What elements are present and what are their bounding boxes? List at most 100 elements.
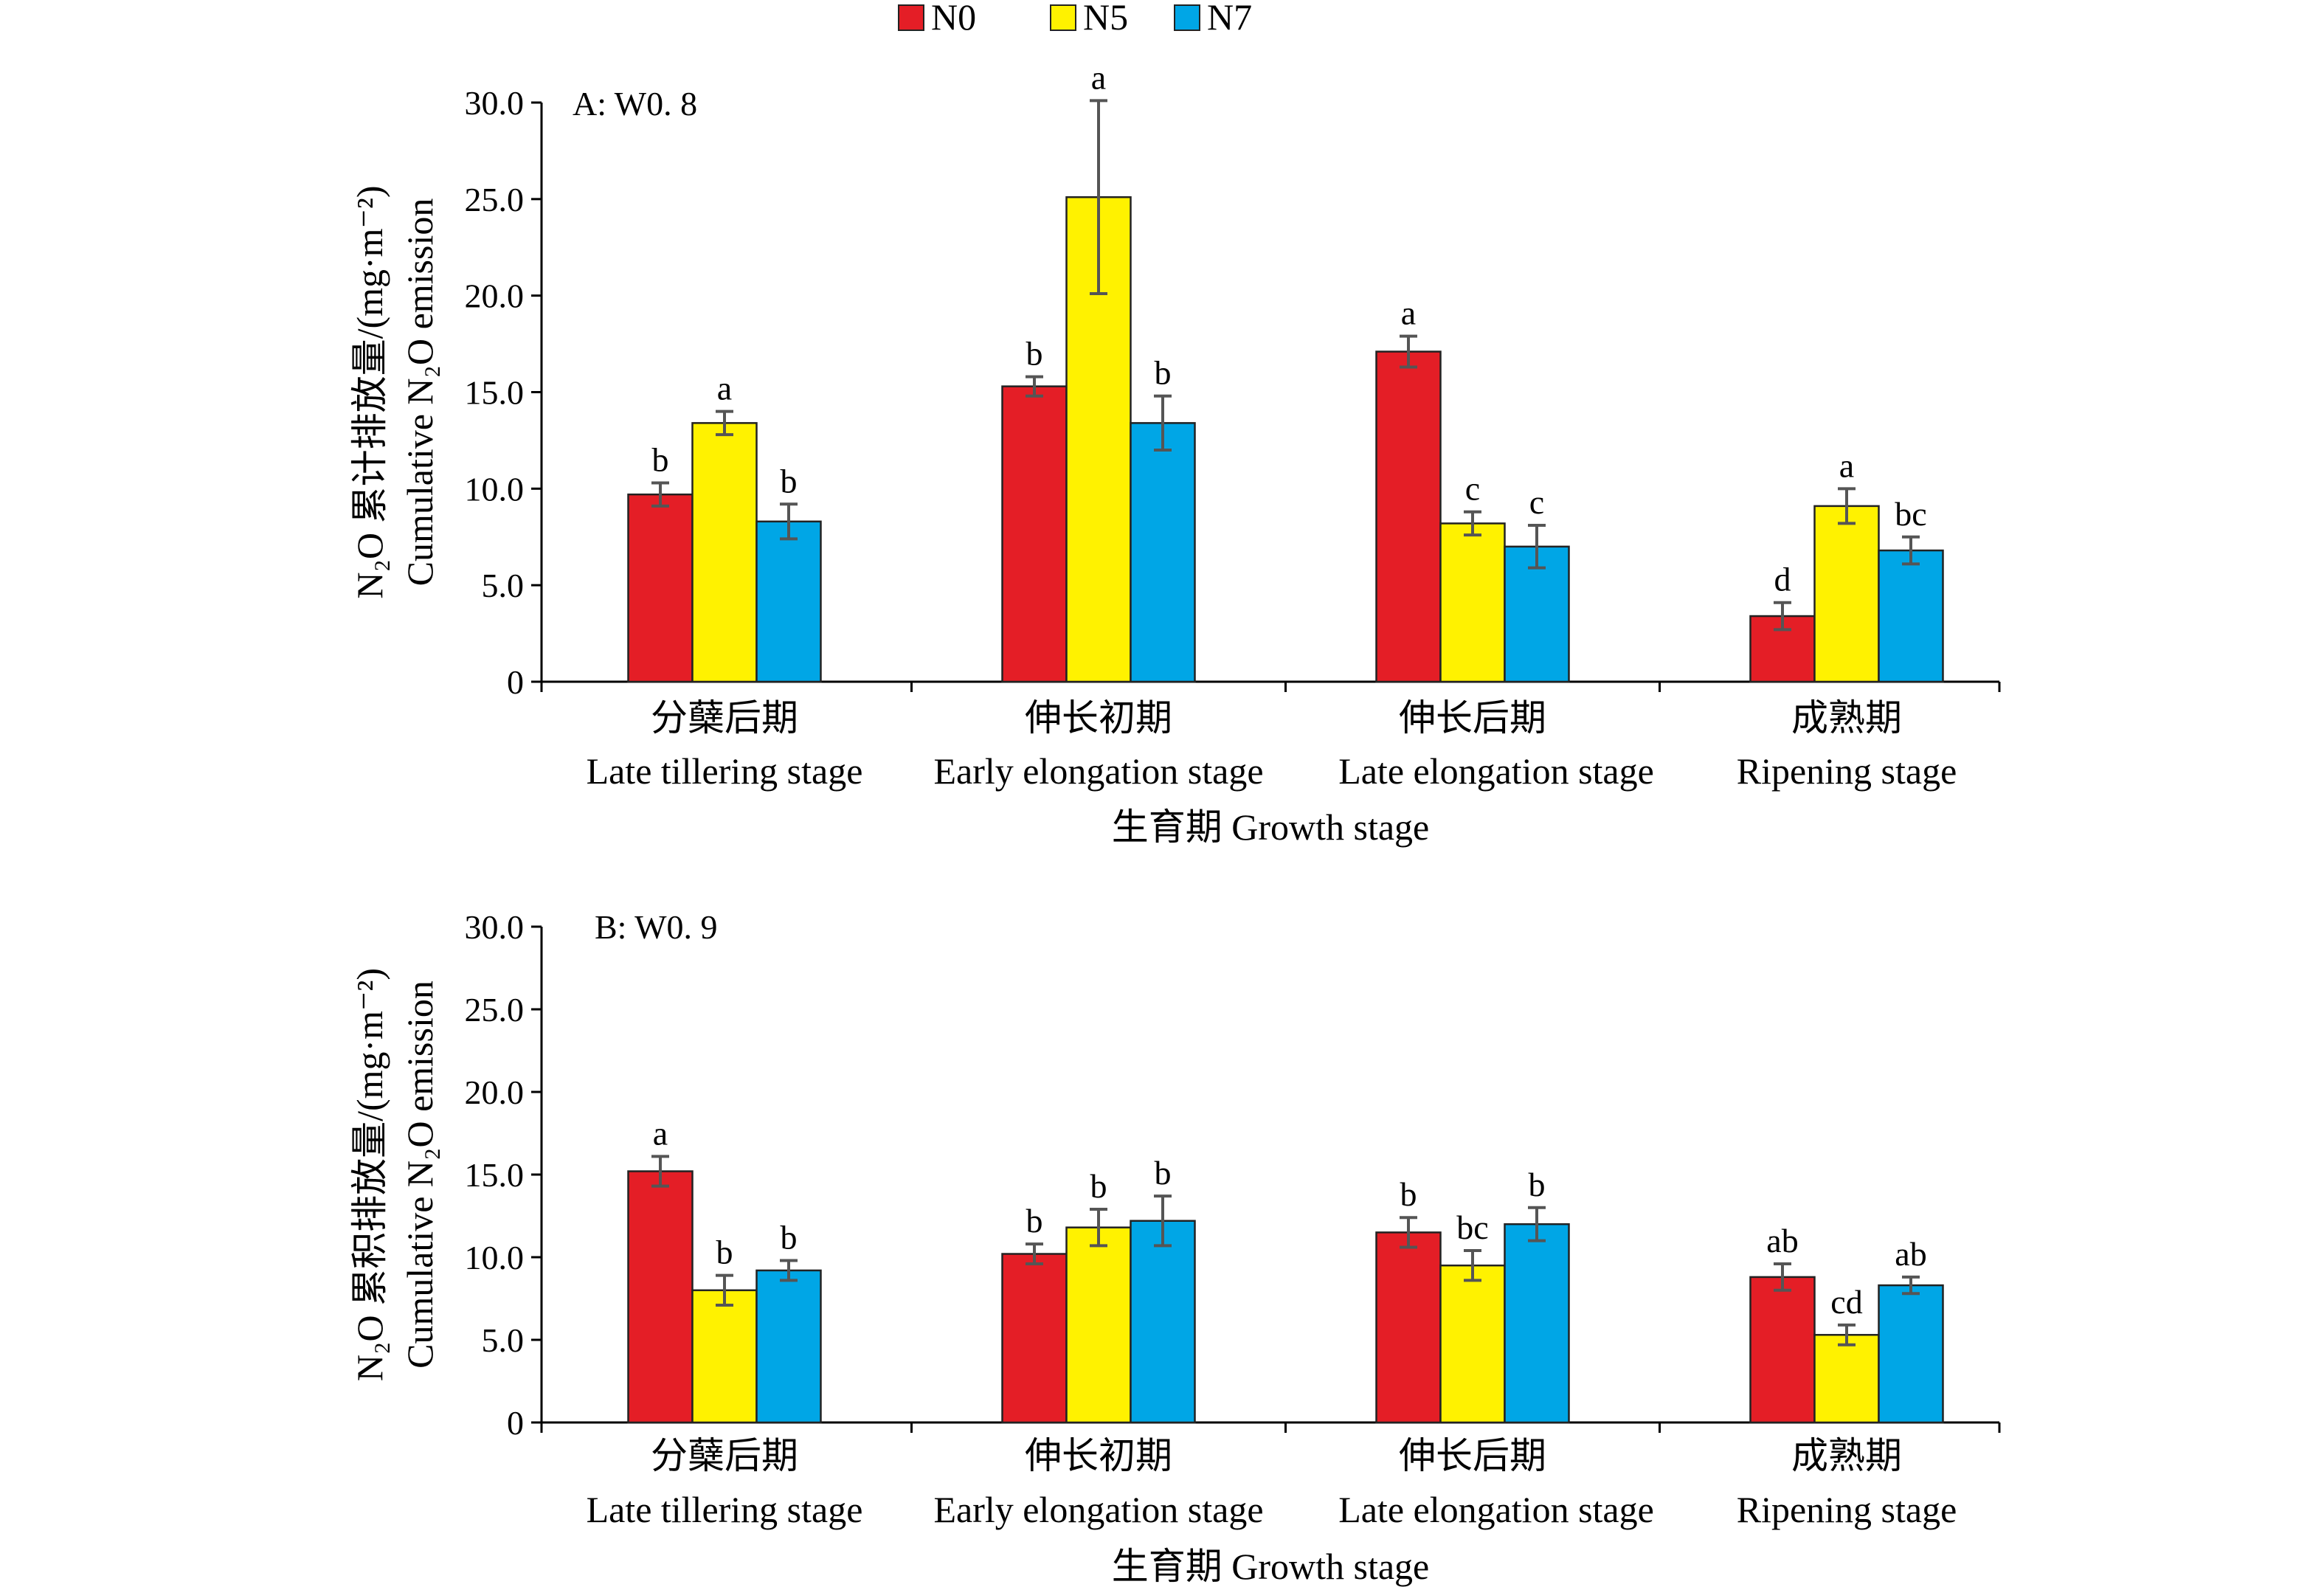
legend-label-n5: N5	[1083, 0, 1128, 38]
panel-label: B: W0. 9	[595, 908, 718, 946]
error-bar	[716, 409, 733, 437]
chart-panel-b: 0 5.0 10.0 15.0 20.0 25.0 30.0 分蘖后期 Late tilleri…	[349, 908, 2001, 1587]
x-category-label-en: Ripening stage	[1737, 750, 1957, 792]
legend-label-n7: N7	[1207, 0, 1252, 38]
x-category-label-en: Early elongation stage	[933, 750, 1263, 792]
error-bar	[780, 502, 798, 541]
x-category-label-cn: 分蘖后期	[651, 1435, 798, 1476]
bar-n7	[1130, 422, 1196, 683]
error-bar	[1026, 1242, 1043, 1265]
significance-label: d	[1774, 561, 1791, 598]
panel-label: A: W0. 8	[573, 85, 697, 122]
error-bar	[1464, 510, 1481, 537]
significance-label: a	[717, 370, 732, 407]
significance-label: b	[781, 462, 798, 499]
significance-label: b	[1090, 1167, 1107, 1205]
y-tick-label: 25.0	[465, 181, 525, 218]
x-category-label-cn: 成熟期	[1791, 697, 1902, 739]
x-category-label-en: Late elongation stage	[1338, 1489, 1654, 1530]
error-bar	[1838, 1323, 1856, 1346]
bar-n0	[1375, 350, 1442, 683]
error-bar	[1774, 601, 1791, 632]
bar-n5	[1813, 505, 1880, 683]
bar-n7	[755, 1269, 822, 1424]
bar-n7	[1504, 1223, 1570, 1424]
y-axis-title-cn: N₂O 累计排放量/(mg·m⁻²)	[349, 185, 390, 598]
significance-label: b	[1026, 335, 1043, 373]
significance-label: b	[1155, 1154, 1172, 1192]
bar-n7	[1878, 1284, 1944, 1424]
bar-n7	[1878, 549, 1944, 683]
error-bar	[780, 1259, 798, 1282]
significance-label: a	[1839, 446, 1854, 484]
chart-panel-a: 0 5.0 10.0 15.0 20.0 25.0 30.0 分蘖后期 Late tilleri…	[349, 58, 2001, 848]
legend-swatch-n0	[898, 4, 924, 31]
y-axis-title-cn: N₂O 累积排放量/(mg·m⁻²)	[349, 968, 390, 1381]
significance-label: b	[781, 1218, 798, 1256]
significance-label: b	[1400, 1175, 1417, 1213]
significance-label: c	[1529, 483, 1544, 521]
significance-label: b	[716, 1234, 733, 1271]
x-category-label-cn: 伸长初期	[1025, 1435, 1172, 1476]
significance-label: ab	[1895, 1235, 1926, 1273]
significance-label: bc	[1456, 1209, 1488, 1246]
significance-label: b	[1155, 354, 1172, 392]
error-bar	[651, 1155, 669, 1188]
x-category-label-cn: 伸长后期	[1399, 697, 1546, 739]
bar-n0	[627, 1170, 694, 1424]
bar-n5	[1439, 522, 1506, 683]
bar-n0	[1001, 1253, 1068, 1424]
significance-label: b	[1529, 1166, 1546, 1203]
y-axis-title-en: Cumulative N₂O emission	[399, 981, 440, 1369]
x-category-label-en: Late elongation stage	[1338, 750, 1654, 792]
bar-n0	[1375, 1231, 1442, 1424]
error-bar	[1026, 375, 1043, 398]
error-bar	[1838, 487, 1856, 525]
error-bar	[1774, 1262, 1791, 1292]
error-bar	[1528, 1206, 1546, 1242]
error-bar	[1154, 394, 1172, 452]
bar-n7	[755, 520, 822, 683]
bar-n5	[691, 1289, 758, 1424]
error-bar	[1400, 334, 1417, 369]
bar-n0	[1749, 1276, 1816, 1424]
error-bar	[1090, 99, 1107, 296]
x-axis-title: 生育期 Growth stage	[1112, 1546, 1430, 1587]
bar-n0	[1001, 385, 1068, 683]
x-category-label-en: Ripening stage	[1737, 1489, 1957, 1530]
error-bar	[716, 1273, 733, 1307]
x-category-label-cn: 伸长后期	[1399, 1435, 1546, 1476]
significance-label: cd	[1830, 1283, 1862, 1321]
y-tick-label: 0	[507, 1404, 524, 1442]
y-tick-label: 10.0	[465, 470, 525, 508]
y-tick-label: 20.0	[465, 1073, 525, 1111]
y-tick-label: 15.0	[465, 374, 525, 412]
significance-label: ab	[1766, 1222, 1798, 1259]
significance-label: a	[1091, 58, 1106, 96]
x-category-label-en: Early elongation stage	[933, 1489, 1263, 1530]
significance-label: a	[653, 1114, 668, 1152]
significance-label: a	[1401, 294, 1416, 332]
error-bar	[1464, 1249, 1481, 1282]
significance-label: b	[652, 440, 669, 478]
x-category-label-cn: 伸长初期	[1025, 697, 1172, 739]
error-bar	[651, 481, 669, 508]
y-tick-label: 30.0	[465, 908, 525, 946]
y-tick-label: 25.0	[465, 991, 525, 1028]
y-tick-label: 0	[507, 663, 524, 701]
y-tick-label: 15.0	[465, 1156, 525, 1194]
x-category-label-en: Late tillering stage	[587, 750, 863, 792]
x-category-label-en: Late tillering stage	[587, 1489, 863, 1530]
error-bar	[1902, 1275, 1920, 1296]
y-tick-label: 5.0	[482, 567, 525, 604]
y-tick-label: 5.0	[482, 1321, 525, 1359]
bar-n5	[691, 422, 758, 683]
x-category-label-cn: 成熟期	[1791, 1435, 1902, 1476]
bar-n5	[1439, 1264, 1506, 1424]
legend: N0 N5 N7	[898, 0, 1252, 38]
y-tick-label: 30.0	[465, 84, 525, 122]
error-bar	[1902, 535, 1920, 566]
error-bar	[1528, 524, 1546, 570]
error-bar	[1090, 1208, 1107, 1248]
x-axis-title: 生育期 Growth stage	[1112, 806, 1430, 848]
